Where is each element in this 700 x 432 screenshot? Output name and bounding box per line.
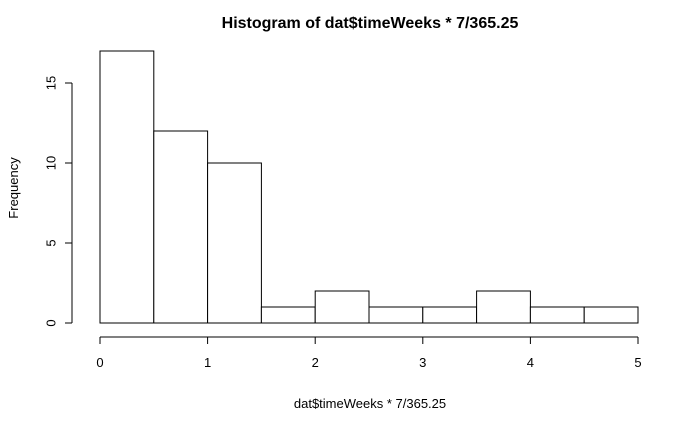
histogram-bar-6 [422,306,478,324]
x-tick-label-3: 3 [419,355,426,370]
y-tick-label-0: 0 [43,319,58,326]
histogram-bar-0 [99,50,155,324]
histogram-bar-2 [207,162,262,324]
chart-title: Histogram of dat$timeWeeks * 7/365.25 [222,15,519,32]
x-tick-label-1: 1 [204,355,211,370]
x-tick-label-5: 5 [634,355,641,370]
y-tick-label-1: 5 [43,239,58,246]
bars-layer [99,50,639,324]
histogram-bar-9 [583,306,639,324]
histogram-bar-5 [368,306,424,324]
histogram-bar-7 [476,290,531,324]
histogram-bar-4 [314,290,370,324]
y-axis-label: Frequency [6,157,21,219]
y-ticks-layer: 0 5 10 15 [43,76,72,327]
histogram-bar-8 [529,306,585,324]
x-axis-label: dat$timeWeeks * 7/365.25 [294,396,446,411]
x-tick-label-4: 4 [527,355,534,370]
x-tick-label-2: 2 [312,355,319,370]
histogram-bar-1 [153,130,209,324]
x-tick-label-0: 0 [96,355,103,370]
y-tick-label-3: 15 [43,76,58,90]
y-tick-label-2: 10 [43,156,58,170]
x-ticks-layer: 0 1 2 3 4 5 [96,337,642,370]
histogram-bar-3 [260,306,316,324]
